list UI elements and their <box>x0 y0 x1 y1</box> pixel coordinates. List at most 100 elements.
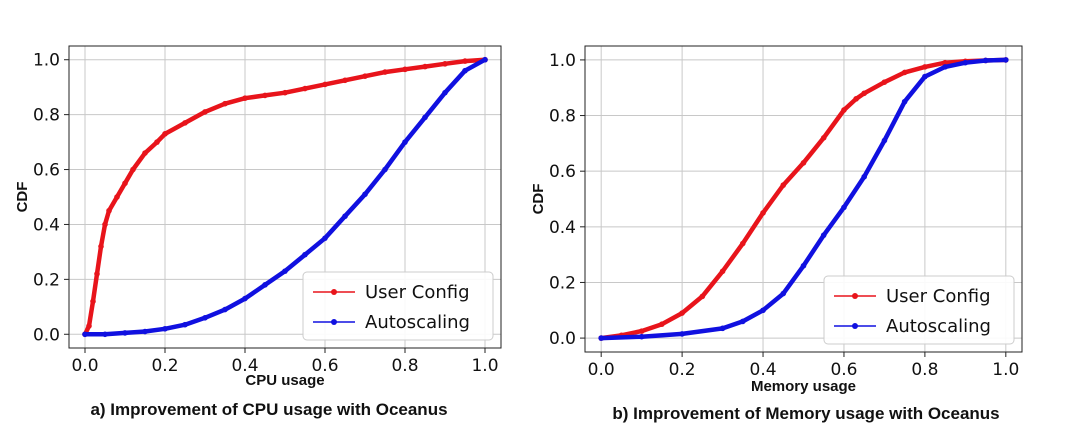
data-point <box>362 73 368 79</box>
data-point <box>462 58 468 64</box>
data-point <box>222 100 228 107</box>
data-point <box>102 331 108 338</box>
plot-frame <box>584 45 1023 353</box>
legend-label: User Config <box>365 282 470 303</box>
y-axis-label: CDF <box>530 184 547 215</box>
data-point <box>942 64 948 70</box>
data-point <box>800 160 807 166</box>
y-axis-label: CDF <box>14 182 31 213</box>
data-point <box>719 325 726 332</box>
legend-label: Autoscaling <box>886 316 991 337</box>
data-point <box>861 173 867 180</box>
data-point <box>382 69 388 75</box>
data-point <box>679 310 685 316</box>
data-point <box>442 89 448 96</box>
y-tick-label: 0.4 <box>549 218 576 238</box>
data-point <box>222 306 228 313</box>
data-point <box>740 240 746 247</box>
y-tick-label: 0.2 <box>549 273 576 293</box>
data-point <box>94 271 100 277</box>
data-point <box>780 182 787 188</box>
legend-swatch-marker <box>852 293 858 299</box>
data-point <box>282 89 288 96</box>
data-point <box>382 166 388 173</box>
data-point <box>142 328 148 335</box>
data-point <box>402 66 408 73</box>
x-tick-label: 0.2 <box>151 356 178 376</box>
panel-caption: a) Improvement of CPU usage with Oceanus <box>90 400 447 419</box>
data-point <box>202 315 208 321</box>
y-tick-label: 0.0 <box>33 325 60 345</box>
data-point <box>362 191 368 198</box>
data-point <box>462 67 468 74</box>
data-point <box>122 180 128 187</box>
x-axis-label: CPU usage <box>245 372 324 389</box>
y-tick-label: 1.0 <box>549 51 576 71</box>
data-point <box>342 213 348 220</box>
data-point <box>262 92 268 99</box>
data-point <box>162 131 168 137</box>
panel-cpu-usage: 0.0 0.2 0.4 0.6 0.8 1.0 0.0 0.2 0.4 0.6 0.8 1.0 User… <box>14 45 502 419</box>
data-point <box>659 321 665 327</box>
data-point <box>853 96 859 102</box>
data-point <box>82 331 88 338</box>
legend-box <box>302 271 494 341</box>
data-point <box>302 251 308 258</box>
data-point <box>242 95 248 101</box>
data-point <box>901 69 908 76</box>
data-point <box>202 109 208 115</box>
data-point <box>130 166 136 173</box>
data-point <box>780 290 787 297</box>
data-point <box>699 293 706 300</box>
x-tick-label: 1.0 <box>471 356 498 376</box>
data-point <box>922 64 928 70</box>
data-point <box>114 194 120 200</box>
data-point <box>86 323 92 329</box>
panel-caption: b) Improvement of Memory usage with Ocea… <box>612 404 999 423</box>
data-point <box>901 98 908 105</box>
data-point <box>1003 57 1009 63</box>
data-point <box>322 81 328 88</box>
x-tick-label: 0.4 <box>750 360 777 380</box>
data-point <box>342 77 348 84</box>
data-point <box>302 85 308 92</box>
y-tick-label: 0.8 <box>549 107 576 127</box>
data-point <box>719 268 726 275</box>
x-tick-label: 0.0 <box>588 360 615 380</box>
data-point <box>122 330 128 336</box>
legend-swatch-marker <box>852 323 858 329</box>
data-point <box>98 243 104 250</box>
data-point <box>262 282 268 288</box>
legend-box <box>823 275 1015 345</box>
legend-swatch-marker <box>331 289 337 295</box>
data-point <box>982 57 989 64</box>
legend: User Config Autoscaling <box>302 271 494 341</box>
data-point <box>800 262 807 269</box>
legend-swatch-marker <box>331 319 337 325</box>
x-tick-label: 0.6 <box>311 356 338 376</box>
data-point <box>638 328 645 334</box>
x-tick-label: 1.0 <box>992 360 1019 380</box>
data-point <box>820 232 827 238</box>
y-tick-label: 0.8 <box>33 106 60 126</box>
series-line-0 <box>598 57 1009 341</box>
data-point <box>922 73 928 80</box>
x-tick-label: 0.4 <box>231 356 258 376</box>
y-tick-label: 1.0 <box>33 51 60 71</box>
series-line-1 <box>598 57 1009 341</box>
y-tick-label: 0.6 <box>549 162 576 182</box>
data-point <box>422 63 428 70</box>
data-point <box>102 221 108 228</box>
data-point <box>154 139 160 145</box>
data-point <box>442 61 448 67</box>
legend-label: User Config <box>886 286 991 307</box>
panel-memory-usage: 0.0 0.2 0.4 0.6 0.8 1.0 0.0 0.2 0.4 0.6 0.8 1.0 User… <box>530 45 1023 423</box>
data-point <box>942 59 948 66</box>
data-point <box>106 207 112 214</box>
x-tick-label: 0.0 <box>71 356 98 376</box>
data-point <box>638 333 645 340</box>
data-point <box>861 90 867 97</box>
legend: User Config Autoscaling <box>823 275 1015 345</box>
data-point <box>482 56 488 63</box>
data-point <box>402 139 408 145</box>
